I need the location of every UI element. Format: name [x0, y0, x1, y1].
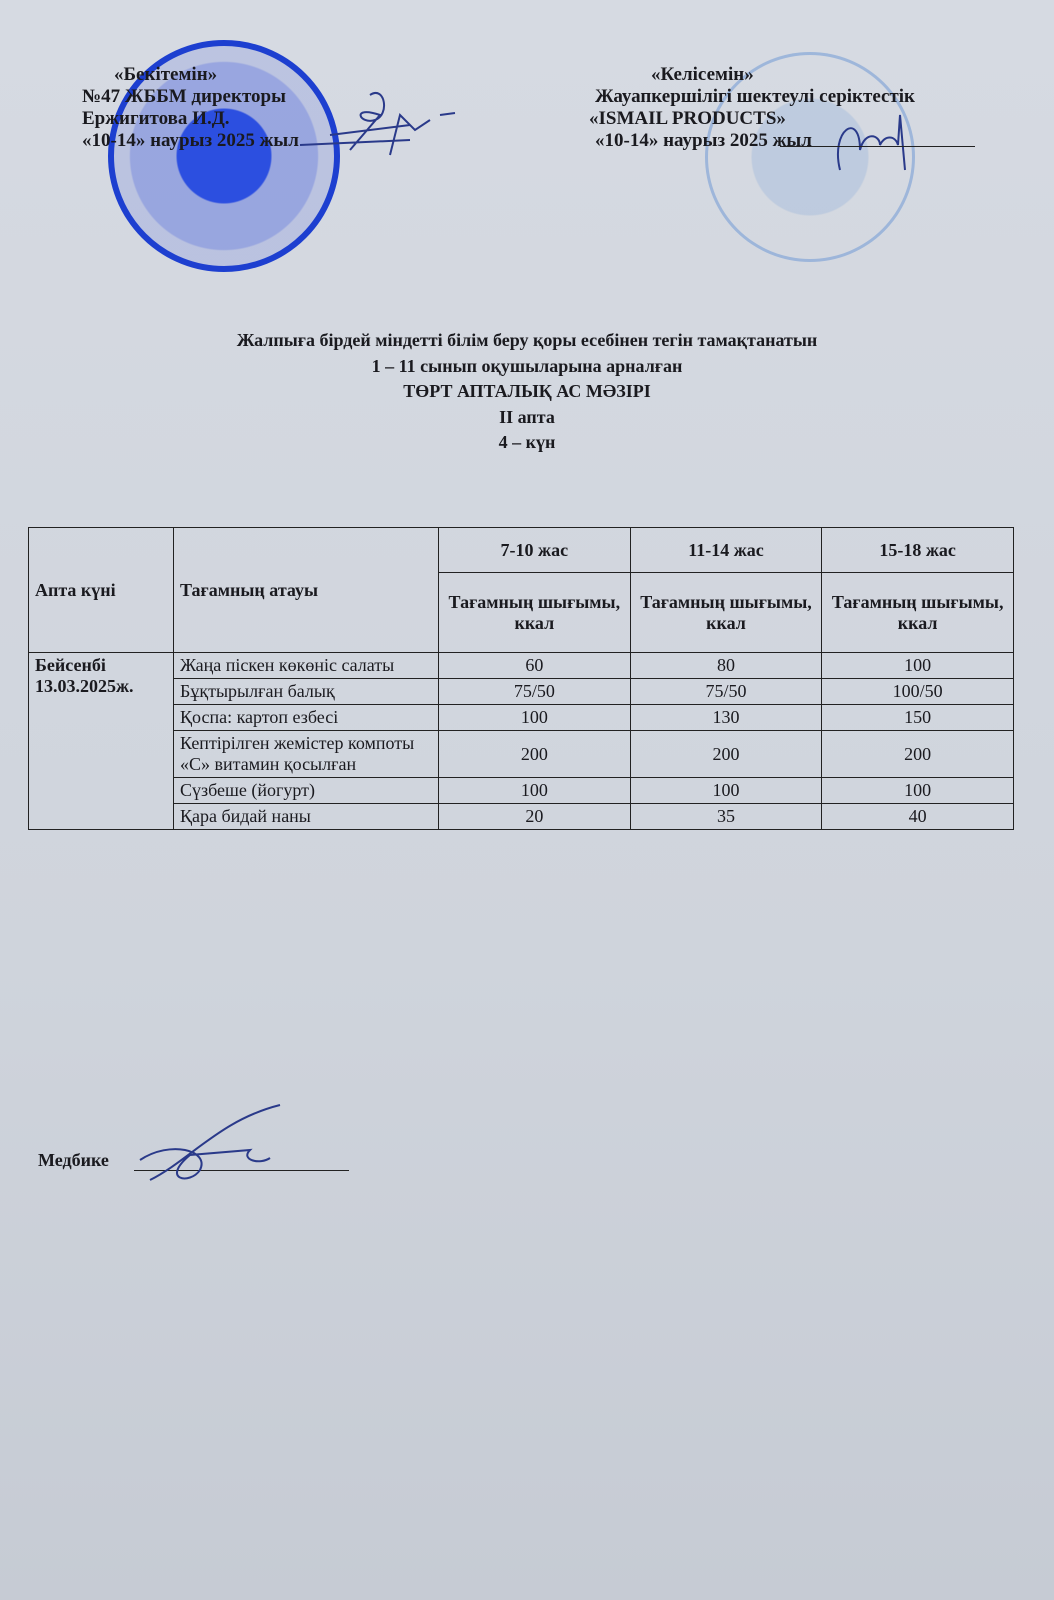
agreement-company-type: Жауапкершілігі шектеулі серіктестік: [595, 86, 915, 107]
dish-name: Қара бидай наны: [173, 803, 439, 830]
yield-value: 75/50: [629, 678, 823, 705]
header-dish: Тағамның атауы: [173, 527, 439, 653]
approval-position: №47 ЖББМ директоры: [82, 86, 286, 107]
table-row: Кептірілген жемістер компоты «С» витамин…: [29, 730, 1014, 778]
dish-name: Кептірілген жемістер компоты «С» витамин…: [173, 730, 439, 778]
approval-date: «10-14» наурыз 2025 жыл: [82, 130, 299, 151]
dish-name: Жаңа піскен көкөніс салаты: [173, 652, 439, 679]
header-age: 7-10 жас: [438, 527, 631, 573]
day-date: 13.03.2025ж.: [35, 676, 134, 696]
yield-value: 40: [821, 803, 1014, 830]
table-row: Қоспа: картоп езбесі 100 130 150: [29, 704, 1014, 731]
title-day: 4 – күн: [498, 432, 556, 452]
table-row: Бейсенбі 13.03.2025ж. Жаңа піскен көкөніс …: [28, 652, 1014, 830]
yield-value: 100: [629, 777, 823, 804]
header-yield: Тағамның шығымы, ккал: [629, 572, 823, 653]
header-age: 15-18 жас: [821, 527, 1014, 573]
yield-value: 35: [629, 803, 823, 830]
yield-value: 100: [821, 652, 1014, 679]
header-yield: Тағамның шығымы, ккал: [821, 572, 1014, 653]
dish-name: Бұқтырылған балық: [173, 678, 439, 705]
company-stamp: [705, 52, 915, 262]
title-line-1: Жалпыға бірдей міндетті білім беру қоры …: [236, 330, 818, 350]
yield-value: 200: [629, 730, 823, 778]
yield-value: 100: [821, 777, 1014, 804]
director-signature: [299, 92, 456, 156]
day-cell: Бейсенбі 13.03.2025ж.: [28, 652, 174, 830]
agreement-block: «Келісемін» Жауапкершілігі шектеулі сері…: [589, 64, 915, 152]
header-age: 11-14 жас: [629, 527, 823, 573]
document-title: Жалпыға бірдей міндетті білім беру қоры …: [0, 328, 1054, 456]
title-line-2: 1 – 11 сынып оқушыларына арналған: [371, 355, 683, 376]
yield-value: 200: [821, 730, 1014, 778]
title-line-3: ТӨРТ АПТАЛЫҚ АС МӘЗІРІ: [403, 381, 651, 401]
yield-value: 80: [629, 652, 823, 679]
company-signature-line: [780, 146, 975, 147]
nurse-signature: [139, 1104, 281, 1181]
agreement-date: «10-14» наурыз 2025 жыл: [595, 130, 812, 151]
yield-value: 20: [438, 803, 631, 830]
agreement-company: «ISMAIL PRODUCTS»: [589, 108, 786, 129]
agreement-heading: «Келісемін»: [651, 64, 754, 85]
header-yield: Тағамның шығымы, ккал: [438, 572, 631, 653]
yield-value: 200: [438, 730, 631, 778]
yield-value: 100/50: [821, 678, 1014, 705]
menu-table: Апта күні Тағамның атауы 7-10 жас 11-14 …: [28, 527, 1014, 830]
dish-name: Қоспа: картоп езбесі: [173, 704, 439, 731]
yield-value: 60: [438, 652, 631, 679]
approval-heading: «Бекітемін»: [114, 64, 218, 85]
approval-block: «Бекітемін» №47 ЖББМ директоры Ержигитов…: [82, 64, 299, 152]
day-name: Бейсенбі: [35, 655, 106, 675]
yield-value: 100: [438, 777, 631, 804]
header-day: Апта күні: [28, 527, 174, 653]
yield-value: 100: [438, 704, 631, 731]
table-row: Бұқтырылған балық 75/50 75/50 100/50: [29, 678, 1014, 705]
company-signature: [837, 114, 906, 171]
yield-value: 75/50: [438, 678, 631, 705]
table-row: Сүзбеше (йогурт) 100 100 100: [29, 777, 1014, 804]
nurse-signature-line: [134, 1170, 349, 1171]
school-stamp: [108, 40, 340, 272]
nurse-label: Медбике: [38, 1150, 109, 1170]
dish-name: Сүзбеше (йогурт): [173, 777, 439, 804]
table-row: Қара бидай наны 20 35 40: [29, 803, 1014, 830]
title-week: II апта: [499, 406, 555, 427]
yield-value: 130: [629, 704, 823, 731]
approval-name: Ержигитова И.Д.: [82, 108, 230, 129]
yield-value: 150: [821, 704, 1014, 731]
